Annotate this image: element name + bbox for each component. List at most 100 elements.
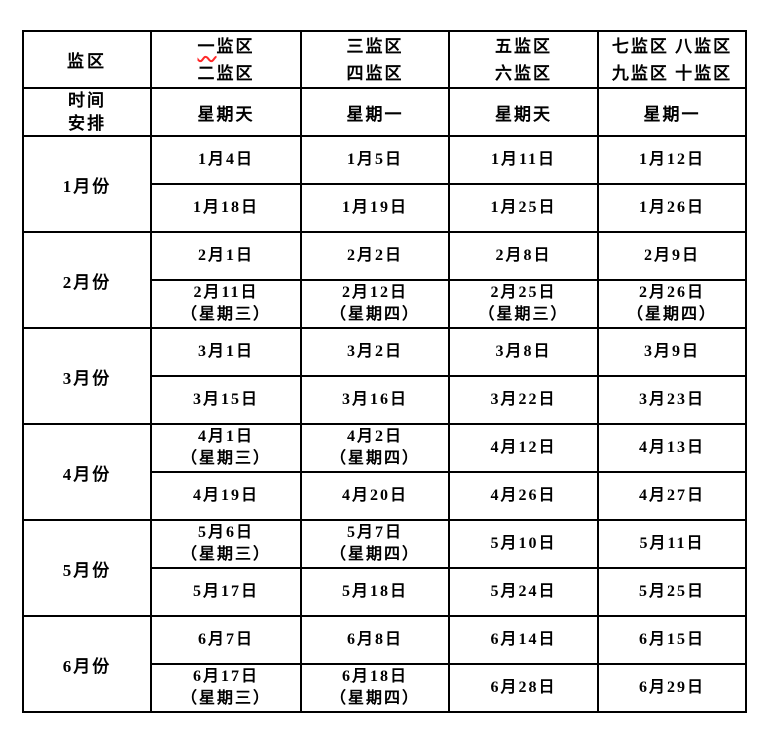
date-cell: 5月7日 （星期四） bbox=[300, 519, 450, 569]
date-cell: 5月24日 bbox=[448, 567, 599, 617]
date-cell: 6月7日 bbox=[150, 615, 302, 665]
date-cell: 5月11日 bbox=[597, 519, 747, 569]
cell-line: 1月19日 bbox=[341, 199, 408, 216]
cell-line: 1月11日 bbox=[490, 151, 557, 168]
date-cell: 2月11日 （星期三） bbox=[150, 279, 302, 329]
weekday-cell-4: 星期一 bbox=[597, 87, 747, 137]
cell-line: 四监区 bbox=[346, 63, 404, 83]
cell-line: 3月16日 bbox=[341, 391, 408, 408]
cell-line: 3月2日 bbox=[346, 343, 403, 360]
cell-line: 3月1日 bbox=[197, 343, 254, 360]
cell-line: 五监区 bbox=[495, 36, 552, 56]
spellcheck-marked-text: 一 bbox=[197, 36, 217, 56]
date-cell: 2月1日 bbox=[150, 231, 302, 281]
table-row-month-dates: 5月份 5月6日 （星期三） 5月7日 （星期四） 5月10日 5月11日 bbox=[22, 519, 747, 617]
cell-line: （星期三） bbox=[180, 450, 271, 467]
cell-line: （星期四） bbox=[329, 546, 420, 563]
cell-line: 2月25日 bbox=[490, 284, 557, 301]
region-header-cell-4: 七监区 八监区 九监区 十监区 bbox=[597, 30, 747, 89]
cell-line: 六监区 bbox=[495, 63, 552, 83]
cell-line: 5月11日 bbox=[639, 535, 705, 552]
cell-line: （星期三） bbox=[180, 546, 271, 563]
date-cell: 4月2日 （星期四） bbox=[300, 423, 450, 473]
cell-line: 2月2日 bbox=[346, 247, 403, 264]
date-cell: 1月18日 bbox=[150, 183, 302, 233]
table-row-month-dates: 5月17日 5月18日 5月24日 5月25日 bbox=[23, 567, 747, 617]
cell-line: 2月1日 bbox=[197, 247, 254, 264]
date-cell: 1月12日 bbox=[597, 135, 747, 185]
cell-line: 6月8日 bbox=[346, 631, 403, 648]
cell-line: 2月26日 bbox=[638, 284, 705, 301]
date-cell: 2月8日 bbox=[448, 231, 599, 281]
cell-line: （星期三） bbox=[478, 306, 569, 323]
table-row-month-dates: 6月份 6月7日 6月8日 6月14日 6月15日 bbox=[22, 615, 747, 713]
cell-line: 3月8日 bbox=[495, 343, 552, 360]
cell-line: 二监区 bbox=[197, 63, 255, 83]
table-row-month-dates: 2月份 2月1日 2月2日 2月8日 2月9日 bbox=[22, 231, 747, 329]
table-row-month-dates: 3月份 3月1日 3月2日 3月8日 3月9日 bbox=[22, 327, 747, 425]
table-row-month-dates: 6月17日 （星期三） 6月18日 （星期四） 6月28日 6月29日 bbox=[23, 663, 747, 713]
cell-line: 5月10日 bbox=[490, 535, 557, 552]
date-cell: 6月29日 bbox=[597, 663, 747, 713]
cell-line: 2月8日 bbox=[495, 247, 552, 264]
cell-line: （星期四） bbox=[329, 450, 420, 467]
date-cell: 4月12日 bbox=[448, 423, 599, 473]
weekday-cell-2: 星期一 bbox=[300, 87, 450, 137]
cell-line: （星期四） bbox=[329, 306, 420, 323]
date-cell: 3月8日 bbox=[448, 327, 599, 377]
cell-line: 6月7日 bbox=[197, 631, 254, 648]
cell-line: 6月29日 bbox=[638, 679, 705, 696]
cell-line: 安排 bbox=[68, 114, 106, 133]
cell-line: 1月4日 bbox=[197, 151, 254, 168]
cell-line: 1月18日 bbox=[192, 199, 259, 216]
cell-line: （星期三） bbox=[180, 306, 271, 323]
date-cell: 4月13日 bbox=[597, 423, 747, 473]
date-cell: 6月17日 （星期三） bbox=[150, 663, 302, 713]
date-cell: 3月2日 bbox=[300, 327, 450, 377]
cell-line: 4月2日 bbox=[346, 428, 403, 445]
cell-line: 3月22日 bbox=[490, 391, 557, 408]
cell-line: 监区 bbox=[67, 52, 107, 71]
date-cell: 3月16日 bbox=[300, 375, 450, 425]
month-label-cell: 2月份 bbox=[22, 231, 152, 329]
region-header-cell-2: 三监区 四监区 bbox=[300, 30, 450, 89]
cell-line: 5月18日 bbox=[341, 583, 408, 600]
cell-line: 6月15日 bbox=[638, 631, 705, 648]
cell-line: 2月12日 bbox=[341, 284, 408, 301]
date-cell: 2月26日 （星期四） bbox=[597, 279, 747, 329]
cell-line: 2月9日 bbox=[643, 247, 700, 264]
table-row-month-dates: 2月11日 （星期三） 2月12日 （星期四） 2月25日 （星期三） 2月26日 （星… bbox=[23, 279, 747, 329]
table-row-month-dates: 4月19日 4月20日 4月26日 4月27日 bbox=[23, 471, 747, 521]
date-cell: 3月15日 bbox=[150, 375, 302, 425]
date-cell: 4月20日 bbox=[300, 471, 450, 521]
weekday-cell-1: 星期天 bbox=[150, 87, 302, 137]
month-label-cell: 3月份 bbox=[22, 327, 152, 425]
date-cell: 3月23日 bbox=[597, 375, 747, 425]
month-label-cell: 1月份 bbox=[22, 135, 152, 233]
cell-line: 时间 bbox=[68, 91, 106, 110]
weekday-cell-3: 星期天 bbox=[448, 87, 599, 137]
cell-line: 4月1日 bbox=[197, 428, 254, 445]
date-cell: 5月6日 （星期三） bbox=[150, 519, 302, 569]
date-cell: 5月10日 bbox=[448, 519, 599, 569]
cell-line: 七监区 八监区 bbox=[611, 36, 733, 56]
cell-line: 1月12日 bbox=[638, 151, 705, 168]
cell-line: 3月23日 bbox=[638, 391, 705, 408]
date-cell: 3月9日 bbox=[597, 327, 747, 377]
cell-line: 1月26日 bbox=[638, 199, 705, 216]
cell-line: 九监区 十监区 bbox=[611, 63, 733, 83]
time-label-cell: 时间 安排 bbox=[22, 87, 152, 137]
table-row-weekday: 时间 安排 星期天 星期一 星期天 星期一 bbox=[22, 87, 747, 137]
cell-line: 4月26日 bbox=[490, 487, 557, 504]
region-header-cell-3: 五监区 六监区 bbox=[448, 30, 599, 89]
table-row-month-dates: 1月18日 1月19日 1月25日 1月26日 bbox=[23, 183, 747, 233]
cell-line: 5月6日 bbox=[197, 524, 254, 541]
month-label-cell: 6月份 bbox=[22, 615, 152, 713]
cell-text: 监区 bbox=[216, 36, 255, 56]
cell-line: 6月28日 bbox=[490, 679, 557, 696]
cell-line: 5月7日 bbox=[346, 524, 403, 541]
cell-line: 6月14日 bbox=[490, 631, 557, 648]
date-cell: 4月19日 bbox=[150, 471, 302, 521]
date-cell: 1月19日 bbox=[300, 183, 450, 233]
